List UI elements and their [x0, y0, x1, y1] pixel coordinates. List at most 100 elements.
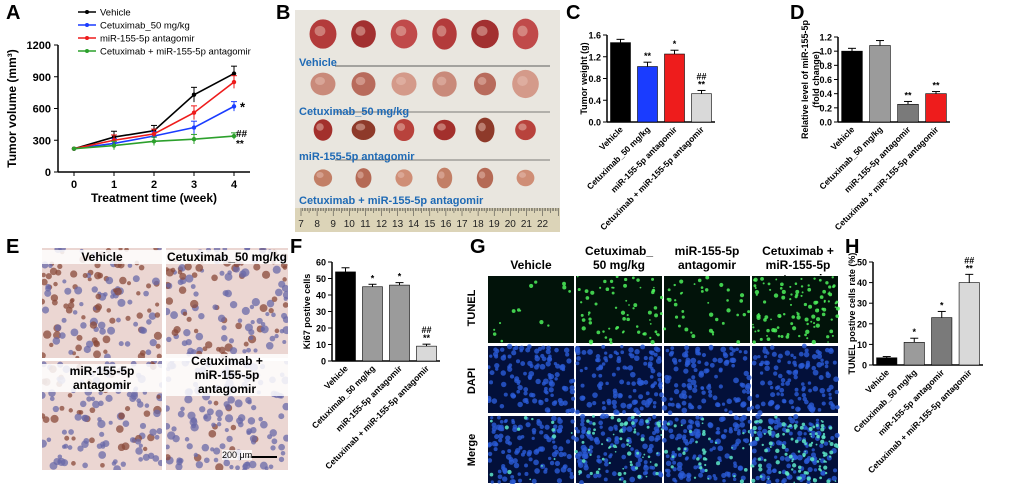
a-legend-dot [85, 10, 89, 14]
ihc-nucleus [151, 277, 160, 286]
ihc-nucleus [79, 400, 87, 408]
ihc-nucleus [191, 272, 198, 278]
dapi-nucleus [774, 385, 780, 391]
dapi-nucleus [643, 460, 648, 465]
tunel-signal [620, 428, 623, 431]
chartC-ytick-label: 1.2 [588, 52, 601, 62]
tunel-signal [639, 415, 641, 418]
tunel-signal [822, 307, 827, 312]
dapi-nucleus [581, 429, 586, 435]
tumor-highlight [395, 25, 407, 37]
tunel-signal [606, 439, 609, 442]
dapi-nucleus [793, 369, 799, 374]
ihc-nucleus [189, 418, 198, 427]
dapi-nucleus [598, 420, 604, 426]
dapi-nucleus [832, 468, 838, 473]
dapi-nucleus [766, 479, 772, 484]
tunel-signal [647, 455, 651, 459]
dapi-nucleus [576, 356, 581, 361]
ihc-nucleus [203, 457, 210, 464]
dapi-nucleus [652, 431, 656, 435]
tumor-photo: 7 8 9 10 11 12 13 14 15 16 17 18 19 20 21 22 [295, 18, 560, 232]
dapi-nucleus [770, 345, 775, 350]
dapi-nucleus [779, 387, 785, 393]
tumor [436, 167, 453, 189]
tunel-signal [785, 472, 790, 476]
dapi-nucleus [764, 365, 770, 372]
tunel-signal [821, 312, 826, 317]
dapi-nucleus [616, 358, 622, 364]
ihc-nucleus [271, 438, 278, 445]
tumor-highlight [355, 76, 366, 86]
dapi-nucleus [681, 382, 687, 388]
ihc-nucleus [124, 406, 131, 412]
tunel-signal [818, 465, 822, 468]
tunel-signal [798, 334, 801, 338]
dapi-nucleus [515, 359, 521, 364]
dapi-nucleus [658, 381, 663, 386]
dapi-nucleus [503, 419, 508, 424]
dapi-nucleus [735, 347, 739, 352]
ihc-nucleus [57, 459, 62, 464]
ihc-nucleus [99, 431, 105, 437]
dapi-nucleus [788, 399, 794, 405]
ruler-label: 17 [456, 219, 468, 230]
dapi-nucleus [817, 408, 822, 412]
ihc-nucleus [117, 443, 126, 452]
a-point [231, 71, 237, 76]
tunel-signal [714, 441, 718, 444]
tunel-signal [651, 288, 656, 293]
dapi-nucleus [675, 402, 681, 408]
dapi-nucleus [729, 351, 734, 357]
ihc-nucleus [109, 317, 116, 324]
dapi-nucleus [522, 398, 528, 404]
tunel-signal [626, 439, 630, 443]
ihc-nucleus [68, 349, 74, 355]
dapi-nucleus [654, 392, 659, 397]
ruler-label: 22 [537, 219, 549, 230]
ihc-nucleus [95, 303, 103, 311]
tunel-signal [826, 479, 831, 484]
dapi-nucleus [597, 383, 602, 389]
dapi-nucleus [563, 347, 570, 353]
ihc-nucleus [282, 290, 288, 300]
dapi-nucleus [807, 466, 813, 473]
tunel-signal [818, 278, 822, 282]
dapi-nucleus [608, 426, 614, 432]
chartC-ytick-label: 0.4 [588, 96, 601, 106]
tunel-signal [825, 460, 827, 463]
tunel-signal [823, 300, 826, 303]
dapi-nucleus [820, 471, 825, 476]
tunel-signal [794, 282, 798, 285]
tunel-signal [796, 312, 800, 316]
dapi-nucleus [662, 438, 667, 443]
ihc-nucleus [236, 417, 244, 425]
dapi-nucleus [662, 420, 668, 425]
tunel-signal [797, 450, 801, 453]
ihc-nucleus [113, 465, 121, 470]
ihc-nucleus [266, 299, 275, 308]
tumor-highlight [357, 171, 364, 179]
chartD-ytick-label: 1.0 [819, 47, 832, 57]
tunel-signal [835, 306, 840, 311]
dapi-nucleus [760, 401, 766, 407]
dapi-nucleus [700, 386, 705, 390]
ihc-nucleus [146, 283, 152, 289]
tumor-highlight [518, 172, 527, 178]
tunel-signal [790, 437, 794, 441]
dapi-nucleus [557, 428, 563, 433]
a-point [191, 110, 197, 115]
ihc-nucleus [229, 347, 238, 355]
tunel-signal [671, 455, 675, 459]
ihc-nucleus [154, 312, 161, 318]
ihc-nucleus [74, 413, 82, 421]
ihc-nucleus [54, 324, 62, 331]
dapi-nucleus [733, 377, 739, 384]
chartD-ylabel: Relative level of miR-155-5p [800, 19, 810, 139]
dapi-nucleus [676, 465, 683, 472]
dapi-nucleus [612, 404, 617, 409]
dapi-nucleus [825, 371, 830, 375]
tunel-signal [633, 303, 638, 308]
ihc-nucleus [77, 445, 84, 452]
tunel-signal [757, 329, 760, 332]
